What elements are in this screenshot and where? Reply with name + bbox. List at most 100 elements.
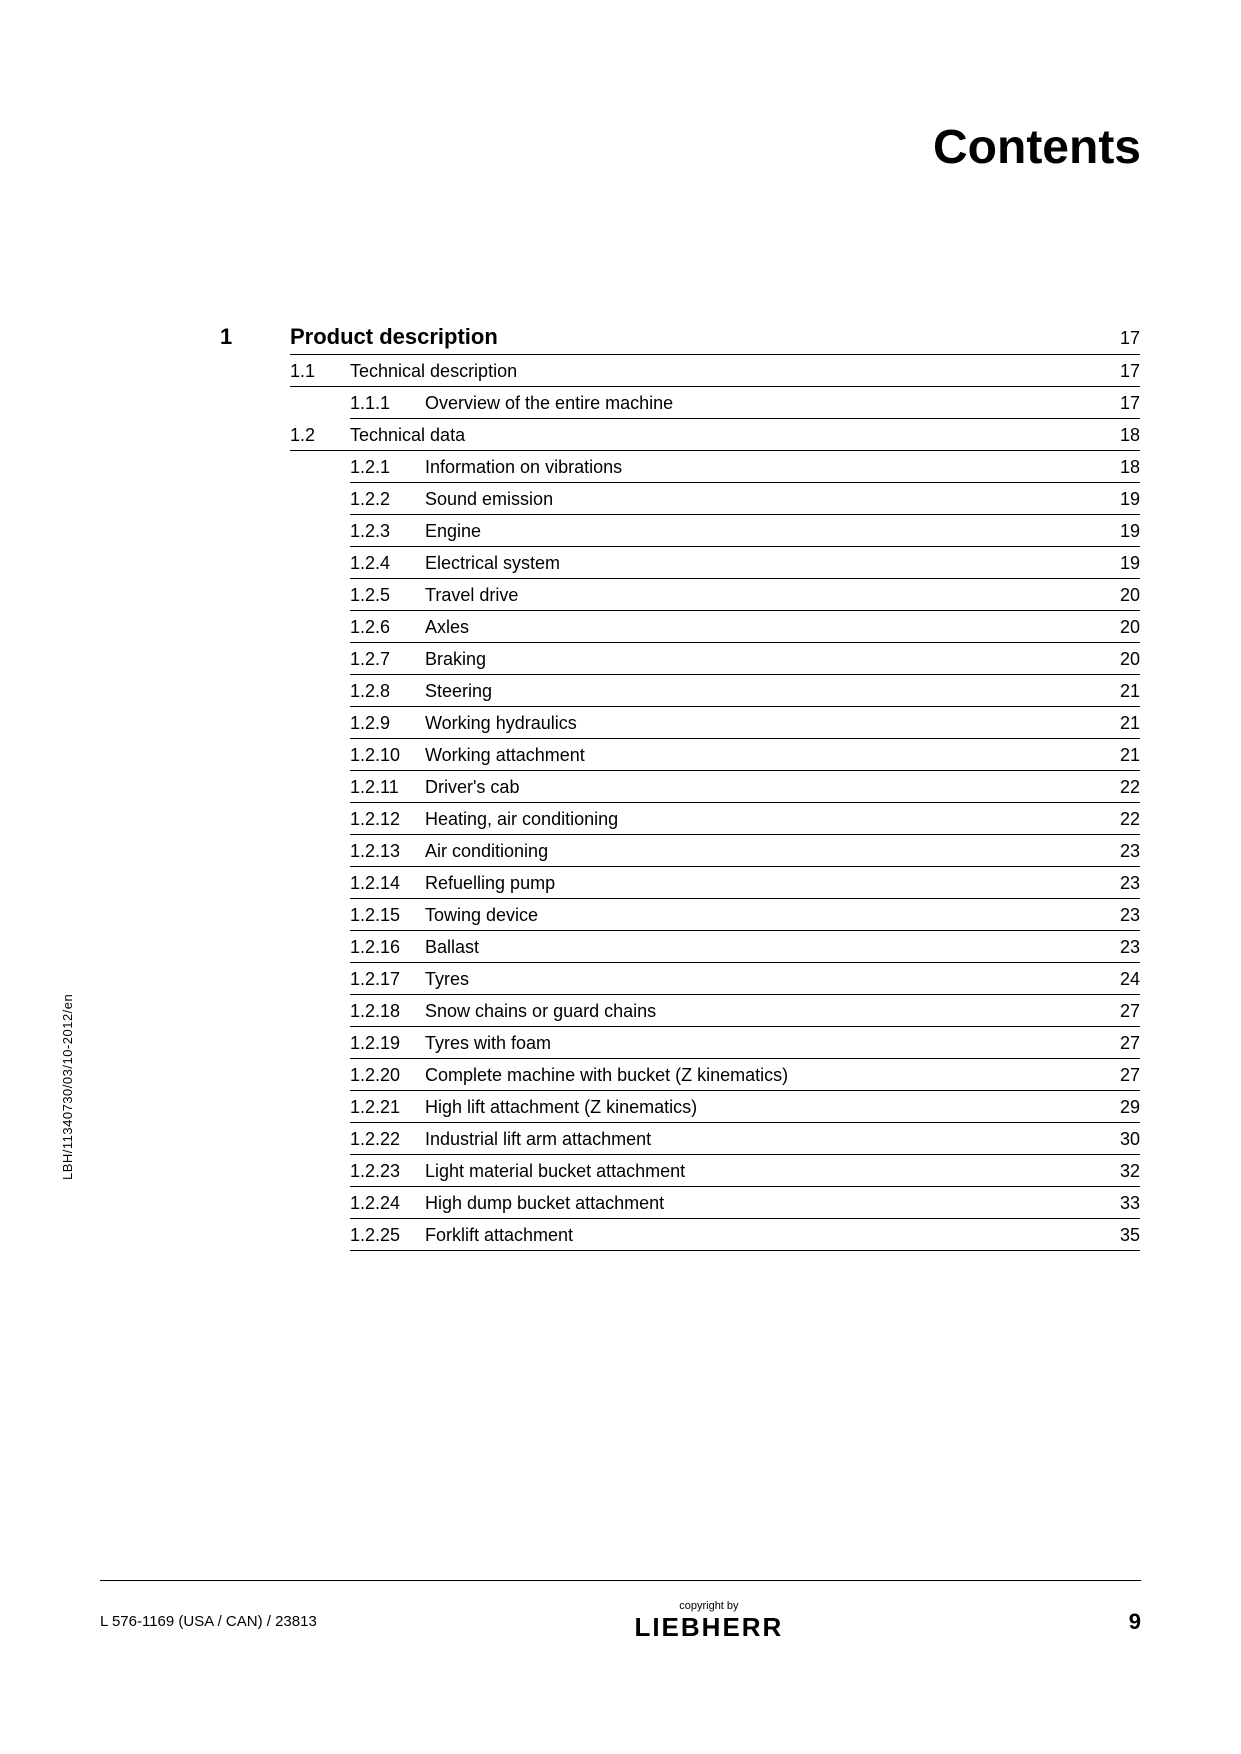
toc-sub-row: 1.2.11Driver's cab22 xyxy=(350,771,1140,803)
toc-sub-num: 1.2.6 xyxy=(350,617,425,638)
toc-sub-text: Overview of the entire machine xyxy=(425,393,1100,414)
toc-sub-row: 1.2.16Ballast23 xyxy=(350,931,1140,963)
toc-sub-text: Working attachment xyxy=(425,745,1100,766)
toc-section-row: 1.2Technical data18 xyxy=(290,419,1140,451)
toc-sub-page: 23 xyxy=(1100,905,1140,926)
toc-sub-row: 1.1.1Overview of the entire machine17 xyxy=(350,387,1140,419)
toc-sub-num: 1.2.21 xyxy=(350,1097,425,1118)
toc-chapter-num: 1 xyxy=(220,324,290,350)
toc-sub-page: 17 xyxy=(1100,393,1140,414)
toc-section-row: 1.1Technical description17 xyxy=(290,355,1140,387)
toc-sub-page: 35 xyxy=(1100,1225,1140,1246)
toc-sub-text: Complete machine with bucket (Z kinemati… xyxy=(425,1065,1100,1086)
toc-sub-num: 1.2.11 xyxy=(350,777,425,798)
toc-sub-text: Steering xyxy=(425,681,1100,702)
toc-sub-page: 21 xyxy=(1100,713,1140,734)
toc-sub-num: 1.2.17 xyxy=(350,969,425,990)
footer-page-number: 9 xyxy=(1101,1609,1141,1635)
toc-section-text: Technical description xyxy=(350,361,1100,382)
toc-section-page: 18 xyxy=(1100,425,1140,446)
toc-sub-row: 1.2.22Industrial lift arm attachment30 xyxy=(350,1123,1140,1155)
toc-sub-num: 1.2.16 xyxy=(350,937,425,958)
toc-chapter-text: Product description xyxy=(290,324,1100,350)
toc-sub-page: 20 xyxy=(1100,617,1140,638)
toc-sub-num: 1.2.24 xyxy=(350,1193,425,1214)
toc-sub-text: Snow chains or guard chains xyxy=(425,1001,1100,1022)
toc-sub-num: 1.2.12 xyxy=(350,809,425,830)
toc-sub-text: High lift attachment (Z kinematics) xyxy=(425,1097,1100,1118)
toc-sub-row: 1.2.4Electrical system19 xyxy=(350,547,1140,579)
toc-sub-row: 1.2.6Axles20 xyxy=(350,611,1140,643)
toc-sub-text: Sound emission xyxy=(425,489,1100,510)
toc-sub-num: 1.1.1 xyxy=(350,393,425,414)
toc-sub-num: 1.2.20 xyxy=(350,1065,425,1086)
toc-sub-text: Engine xyxy=(425,521,1100,542)
toc-sub-row: 1.2.14Refuelling pump23 xyxy=(350,867,1140,899)
toc-sub-row: 1.2.10Working attachment21 xyxy=(350,739,1140,771)
toc-sub-num: 1.2.10 xyxy=(350,745,425,766)
toc-sub-num: 1.2.7 xyxy=(350,649,425,670)
toc-chapter-row: 1Product description17 xyxy=(290,320,1140,355)
footer-brand: LIEBHERR xyxy=(317,1612,1101,1643)
toc-sub-row: 1.2.9Working hydraulics21 xyxy=(350,707,1140,739)
toc-sub-page: 30 xyxy=(1100,1129,1140,1150)
toc-sub-num: 1.2.25 xyxy=(350,1225,425,1246)
toc-sub-num: 1.2.13 xyxy=(350,841,425,862)
toc-sub-page: 20 xyxy=(1100,649,1140,670)
toc-sub-row: 1.2.5Travel drive20 xyxy=(350,579,1140,611)
toc-sub-page: 22 xyxy=(1100,777,1140,798)
toc-sub-text: Forklift attachment xyxy=(425,1225,1100,1246)
toc-sub-page: 21 xyxy=(1100,745,1140,766)
toc-sub-row: 1.2.2Sound emission19 xyxy=(350,483,1140,515)
toc-sub-text: Braking xyxy=(425,649,1100,670)
page-footer: L 576-1169 (USA / CAN) / 23813 copyright… xyxy=(100,1600,1141,1643)
toc-sub-row: 1.2.1Information on vibrations18 xyxy=(350,451,1140,483)
toc-sub-text: Towing device xyxy=(425,905,1100,926)
toc-sub-row: 1.2.20Complete machine with bucket (Z ki… xyxy=(350,1059,1140,1091)
toc-sub-row: 1.2.12Heating, air conditioning22 xyxy=(350,803,1140,835)
toc-sub-row: 1.2.24High dump bucket attachment33 xyxy=(350,1187,1140,1219)
toc-sub-page: 27 xyxy=(1100,1001,1140,1022)
toc-sub-text: Heating, air conditioning xyxy=(425,809,1100,830)
toc-sub-text: Working hydraulics xyxy=(425,713,1100,734)
page-title: Contents xyxy=(933,120,1141,175)
toc-sub-page: 23 xyxy=(1100,841,1140,862)
toc-sub-num: 1.2.23 xyxy=(350,1161,425,1182)
toc-sub-text: Light material bucket attachment xyxy=(425,1161,1100,1182)
toc-sub-num: 1.2.18 xyxy=(350,1001,425,1022)
toc-sub-row: 1.2.19Tyres with foam27 xyxy=(350,1027,1140,1059)
toc-sub-page: 19 xyxy=(1100,521,1140,542)
toc-sub-text: Information on vibrations xyxy=(425,457,1100,478)
toc-sub-text: Electrical system xyxy=(425,553,1100,574)
toc-sub-row: 1.2.13Air conditioning23 xyxy=(350,835,1140,867)
toc-sub-page: 27 xyxy=(1100,1065,1140,1086)
toc-sub-row: 1.2.15Towing device23 xyxy=(350,899,1140,931)
toc-sub-num: 1.2.1 xyxy=(350,457,425,478)
toc-sub-row: 1.2.23Light material bucket attachment32 xyxy=(350,1155,1140,1187)
toc-sub-num: 1.2.22 xyxy=(350,1129,425,1150)
toc-sub-row: 1.2.3Engine19 xyxy=(350,515,1140,547)
toc-sub-page: 23 xyxy=(1100,873,1140,894)
toc-sub-num: 1.2.5 xyxy=(350,585,425,606)
toc-chapter-page: 17 xyxy=(1100,328,1140,349)
toc-sub-text: Air conditioning xyxy=(425,841,1100,862)
table-of-contents: 1Product description171.1Technical descr… xyxy=(260,320,1140,1251)
toc-sub-page: 18 xyxy=(1100,457,1140,478)
toc-sub-row: 1.2.8Steering21 xyxy=(350,675,1140,707)
toc-sub-page: 21 xyxy=(1100,681,1140,702)
toc-section-text: Technical data xyxy=(350,425,1100,446)
toc-sub-num: 1.2.14 xyxy=(350,873,425,894)
toc-sub-page: 23 xyxy=(1100,937,1140,958)
toc-section-num: 1.1 xyxy=(290,361,350,382)
toc-sub-text: Tyres xyxy=(425,969,1100,990)
footer-rule xyxy=(100,1580,1141,1581)
toc-sub-page: 29 xyxy=(1100,1097,1140,1118)
toc-sub-page: 32 xyxy=(1100,1161,1140,1182)
toc-sub-num: 1.2.8 xyxy=(350,681,425,702)
toc-sub-row: 1.2.21High lift attachment (Z kinematics… xyxy=(350,1091,1140,1123)
toc-sub-num: 1.2.9 xyxy=(350,713,425,734)
toc-sub-text: Refuelling pump xyxy=(425,873,1100,894)
toc-sub-num: 1.2.4 xyxy=(350,553,425,574)
toc-sub-row: 1.2.18Snow chains or guard chains27 xyxy=(350,995,1140,1027)
toc-sub-row: 1.2.17Tyres24 xyxy=(350,963,1140,995)
